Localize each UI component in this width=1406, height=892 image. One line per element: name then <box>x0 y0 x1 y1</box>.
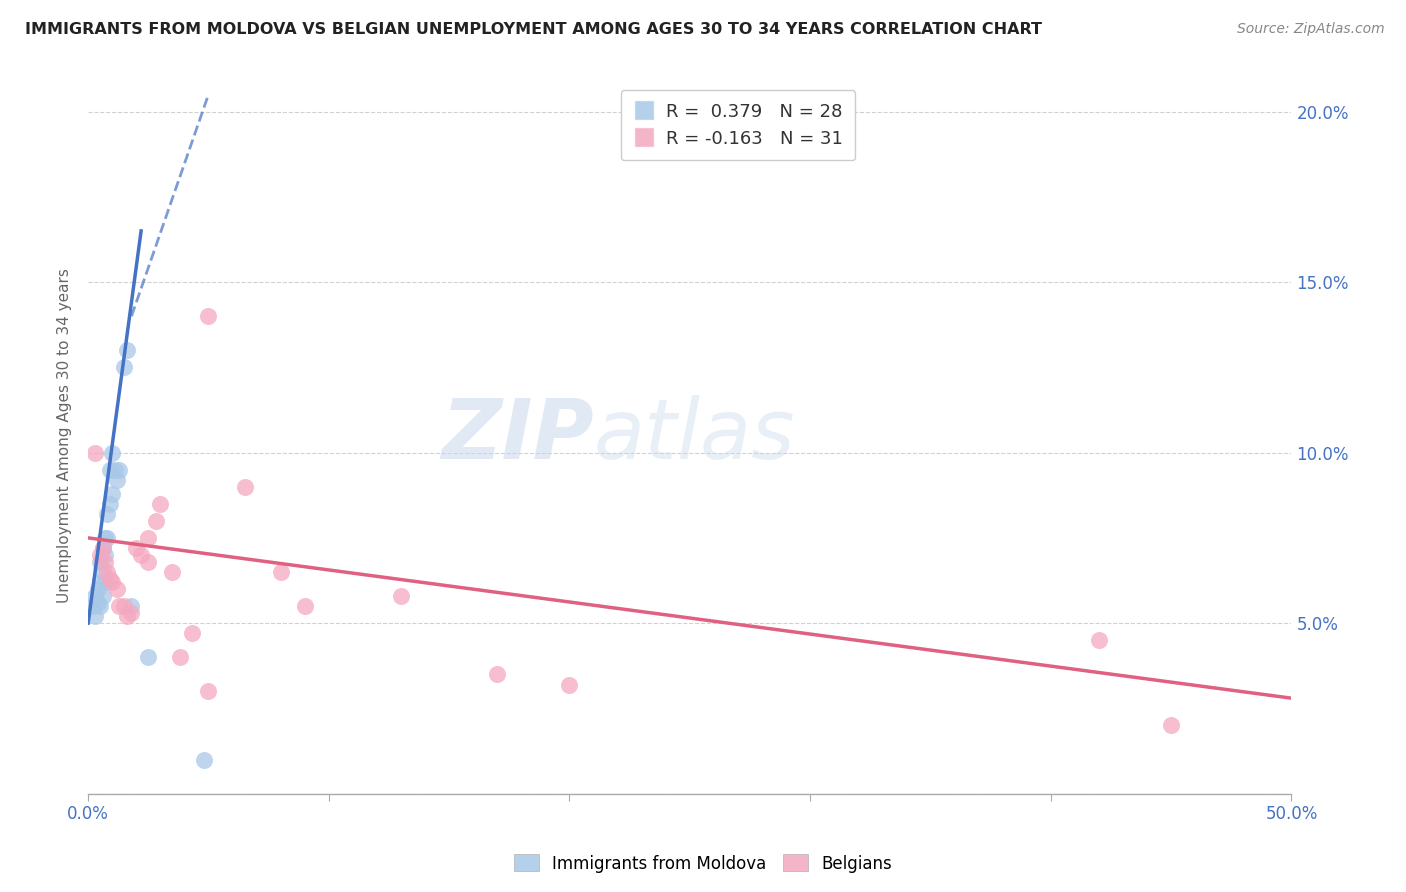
Point <box>136 650 159 665</box>
Point <box>96 565 118 579</box>
Point <box>89 555 111 569</box>
Point <box>91 541 114 555</box>
Point <box>486 667 509 681</box>
Text: IMMIGRANTS FROM MOLDOVA VS BELGIAN UNEMPLOYMENT AMONG AGES 30 TO 34 YEARS CORREL: IMMIGRANTS FROM MOLDOVA VS BELGIAN UNEMP… <box>25 22 1042 37</box>
Point <box>233 480 256 494</box>
Y-axis label: Unemployment Among Ages 30 to 34 years: Unemployment Among Ages 30 to 34 years <box>58 268 72 603</box>
Point <box>98 463 121 477</box>
Point <box>101 575 124 590</box>
Point <box>84 609 107 624</box>
Point <box>125 541 148 555</box>
Point <box>108 463 131 477</box>
Point <box>197 309 219 323</box>
Point <box>84 589 107 603</box>
Point <box>136 555 159 569</box>
Point <box>87 582 110 596</box>
Point <box>115 343 138 358</box>
Point <box>89 575 111 590</box>
Point <box>115 609 138 624</box>
Text: Source: ZipAtlas.com: Source: ZipAtlas.com <box>1237 22 1385 37</box>
Point <box>101 445 124 459</box>
Point <box>91 565 114 579</box>
Point <box>89 599 111 613</box>
Point <box>169 650 191 665</box>
Point <box>94 548 117 562</box>
Point <box>89 548 111 562</box>
Point <box>558 677 581 691</box>
Point <box>91 589 114 603</box>
Text: atlas: atlas <box>593 395 796 476</box>
Legend: R =  0.379   N = 28, R = -0.163   N = 31: R = 0.379 N = 28, R = -0.163 N = 31 <box>620 90 855 161</box>
Point <box>136 531 159 545</box>
Legend: Immigrants from Moldova, Belgians: Immigrants from Moldova, Belgians <box>508 847 898 880</box>
Point <box>101 486 124 500</box>
Point <box>104 463 127 477</box>
Point <box>145 514 167 528</box>
Point <box>1088 633 1111 648</box>
Point <box>94 555 117 569</box>
Point <box>96 531 118 545</box>
Point <box>94 531 117 545</box>
Point <box>193 753 215 767</box>
Point <box>84 445 107 459</box>
Point <box>94 575 117 590</box>
Point <box>389 589 412 603</box>
Point <box>270 565 292 579</box>
Point <box>96 507 118 521</box>
Point <box>1160 718 1182 732</box>
Point <box>91 541 114 555</box>
Point <box>112 360 135 375</box>
Point <box>82 599 104 613</box>
Point <box>149 497 172 511</box>
Point <box>98 497 121 511</box>
Point <box>105 582 128 596</box>
Point <box>112 599 135 613</box>
Point <box>121 599 143 613</box>
Point <box>180 626 202 640</box>
Point <box>162 565 184 579</box>
Point <box>197 684 219 698</box>
Point <box>129 548 152 562</box>
Point <box>108 599 131 613</box>
Point <box>294 599 316 613</box>
Point <box>121 606 143 620</box>
Point <box>105 473 128 487</box>
Point <box>98 572 121 586</box>
Text: ZIP: ZIP <box>441 395 593 476</box>
Point <box>87 596 110 610</box>
